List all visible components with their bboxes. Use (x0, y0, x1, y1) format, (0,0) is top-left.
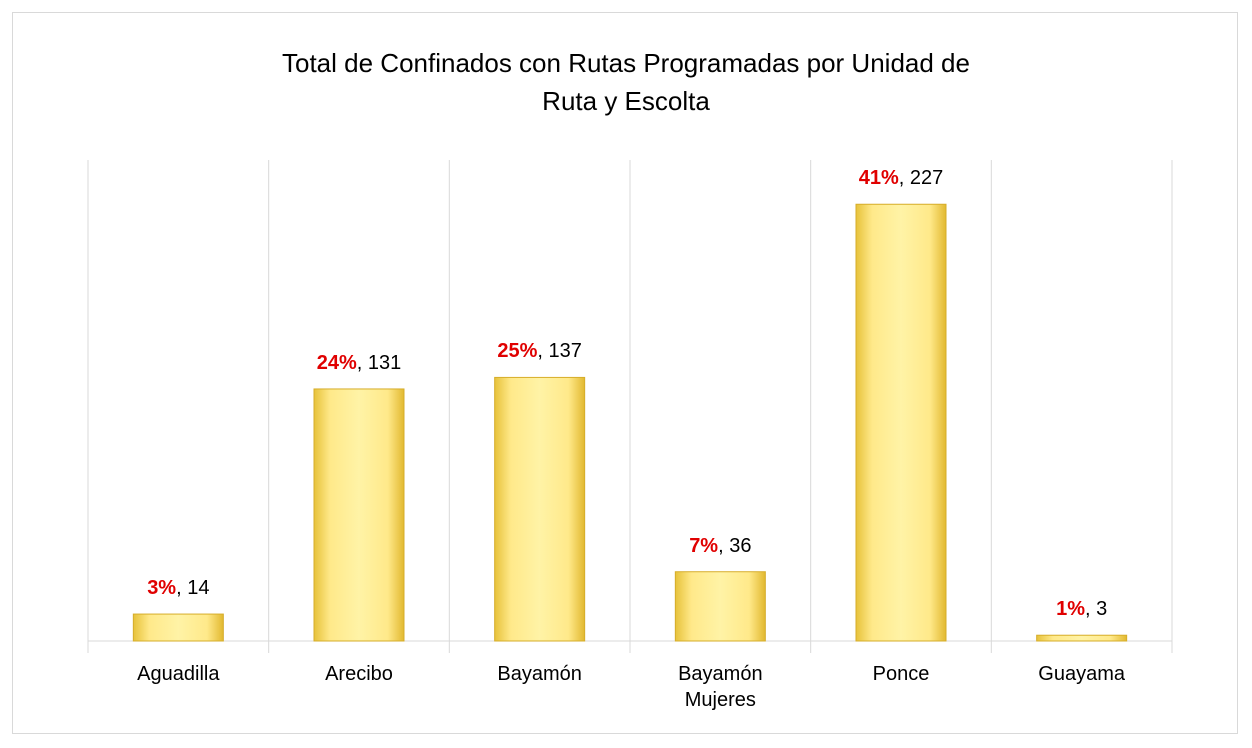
bar (132, 613, 224, 642)
data-label: 1%, 3 (1056, 598, 1107, 621)
bar (674, 571, 766, 642)
value-label: 227 (909, 167, 944, 190)
percent-label: 3% (147, 577, 177, 600)
data-label: 41%, 227 (859, 167, 944, 190)
value-label: 36 (729, 534, 752, 557)
x-tick-label: Arecibo (325, 663, 393, 685)
chart-title: Total de Confinados con Rutas Programada… (282, 48, 970, 116)
value-label: 3 (1096, 598, 1108, 621)
x-tick-label: Bayamón Mujeres (678, 663, 763, 711)
percent-label: 1% (1056, 598, 1085, 621)
label-separator: , (356, 351, 368, 374)
label-separator: , (1084, 598, 1097, 621)
bar (313, 388, 405, 642)
percent-label: 7% (689, 534, 719, 557)
chart-frame (12, 12, 1238, 734)
x-tick-label: Ponce (872, 663, 930, 685)
bar (855, 203, 947, 642)
percent-label: 41% (858, 167, 899, 190)
bar (494, 376, 586, 642)
data-label: 3%, 14 (147, 577, 209, 600)
data-label: 7%, 36 (689, 535, 751, 558)
x-tick-label: Bayamón (497, 663, 582, 685)
percent-label: 25% (497, 340, 538, 363)
data-label: 24%, 131 (317, 352, 402, 375)
data-label: 25%, 137 (497, 340, 582, 363)
value-label: 131 (367, 351, 402, 374)
label-separator: , (176, 577, 188, 600)
label-separator: , (537, 340, 549, 363)
label-separator: , (718, 534, 730, 557)
percent-label: 24% (316, 351, 357, 374)
value-label: 137 (548, 340, 582, 363)
bar (1036, 634, 1128, 642)
label-separator: , (898, 167, 910, 190)
value-label: 14 (187, 577, 210, 600)
x-tick-label: Guayama (1038, 663, 1126, 685)
x-tick-label: Aguadilla (137, 663, 220, 685)
